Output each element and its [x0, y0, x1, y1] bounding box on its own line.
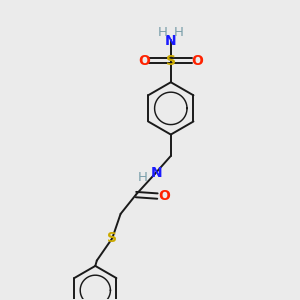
Text: O: O	[138, 54, 150, 68]
Text: H: H	[174, 26, 184, 39]
Text: N: N	[150, 166, 162, 180]
Text: S: S	[166, 54, 176, 68]
Text: O: O	[191, 54, 203, 68]
Text: O: O	[158, 189, 170, 203]
Text: H: H	[158, 26, 167, 39]
Text: N: N	[165, 34, 177, 48]
Text: S: S	[107, 231, 117, 245]
Text: H: H	[138, 171, 148, 184]
